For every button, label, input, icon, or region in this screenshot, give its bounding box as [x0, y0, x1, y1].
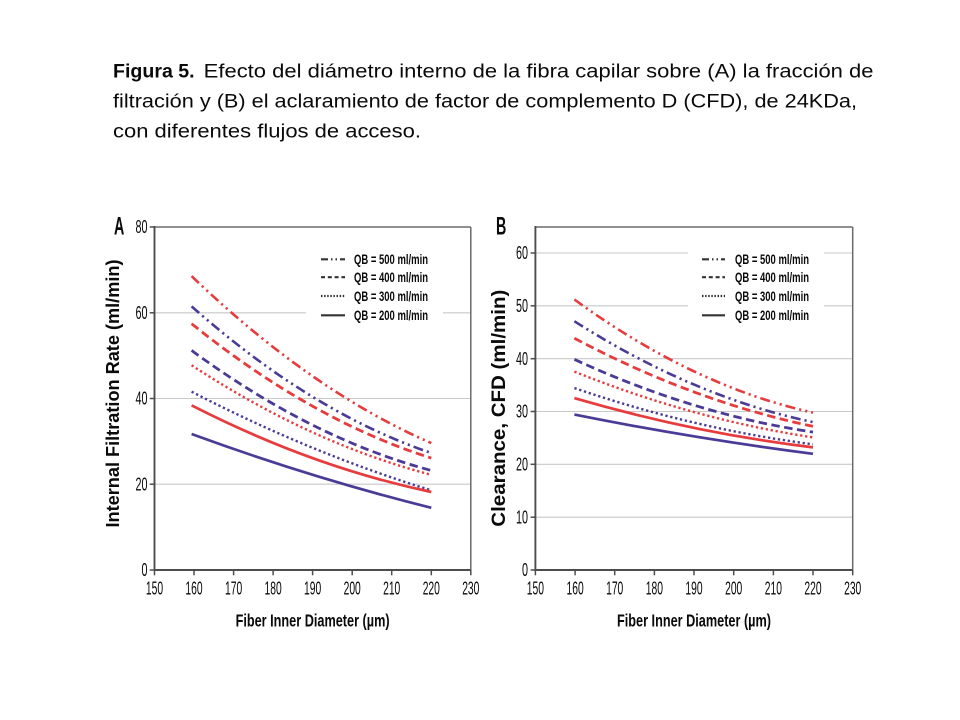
svg-text:210: 210 — [765, 579, 782, 599]
svg-text:QB = 400 ml/min: QB = 400 ml/min — [735, 269, 809, 285]
svg-text:40: 40 — [516, 349, 528, 369]
svg-text:170: 170 — [225, 579, 242, 599]
svg-text:60: 60 — [136, 303, 148, 323]
svg-text:160: 160 — [185, 579, 202, 599]
svg-text:200: 200 — [344, 579, 361, 599]
svg-text:230: 230 — [844, 579, 861, 599]
svg-text:filtración y (B) el aclaramien: filtración y (B) el aclaramiento de fact… — [113, 92, 857, 113]
svg-text:A: A — [114, 213, 124, 241]
svg-text:150: 150 — [146, 579, 163, 599]
svg-text:210: 210 — [383, 579, 400, 599]
svg-text:80: 80 — [136, 217, 148, 237]
svg-text:QB = 400 ml/min: QB = 400 ml/min — [354, 269, 428, 285]
svg-text:0: 0 — [522, 560, 528, 580]
svg-text:20: 20 — [136, 474, 148, 494]
svg-text:190: 190 — [685, 579, 702, 599]
svg-text:QB = 200 ml/min: QB = 200 ml/min — [735, 307, 809, 323]
svg-text:QB = 500 ml/min: QB = 500 ml/min — [735, 251, 809, 267]
svg-text:220: 220 — [804, 579, 821, 599]
svg-text:170: 170 — [606, 579, 623, 599]
svg-text:30: 30 — [516, 402, 528, 422]
svg-text:50: 50 — [516, 296, 528, 316]
svg-text:QB = 200 ml/min: QB = 200 ml/min — [354, 307, 428, 323]
svg-text:QB = 500 ml/min: QB = 500 ml/min — [354, 251, 428, 267]
svg-text:10: 10 — [516, 507, 528, 527]
svg-text:40: 40 — [136, 389, 148, 409]
svg-text:220: 220 — [423, 579, 440, 599]
svg-text:180: 180 — [646, 579, 663, 599]
svg-text:Fiber Inner Diameter (µm): Fiber Inner Diameter (µm) — [617, 611, 771, 631]
svg-text:Clearance, CFD (ml/min): Clearance, CFD (ml/min) — [489, 290, 510, 527]
svg-text:con diferentes flujos de acces: con diferentes flujos de acceso. — [113, 121, 421, 142]
svg-text:230: 230 — [462, 579, 479, 599]
svg-text:Internal Filtration Rate (ml/m: Internal Filtration Rate (ml/min) — [103, 260, 123, 528]
svg-text:B: B — [496, 213, 506, 241]
svg-text:QB = 300 ml/min: QB = 300 ml/min — [354, 288, 428, 304]
svg-text:190: 190 — [304, 579, 321, 599]
svg-text:Efecto del diámetro interno de: Efecto del diámetro interno de la fibra … — [204, 62, 874, 83]
svg-text:0: 0 — [142, 560, 148, 580]
svg-text:160: 160 — [567, 579, 584, 599]
svg-text:20: 20 — [516, 455, 528, 475]
svg-text:QB = 300 ml/min: QB = 300 ml/min — [735, 288, 809, 304]
svg-text:Figura 5.: Figura 5. — [113, 62, 195, 83]
svg-text:180: 180 — [265, 579, 282, 599]
svg-text:150: 150 — [527, 579, 544, 599]
svg-text:Fiber Inner Diameter (µm): Fiber Inner Diameter (µm) — [236, 611, 390, 631]
svg-text:60: 60 — [516, 243, 528, 263]
svg-text:200: 200 — [725, 579, 742, 599]
